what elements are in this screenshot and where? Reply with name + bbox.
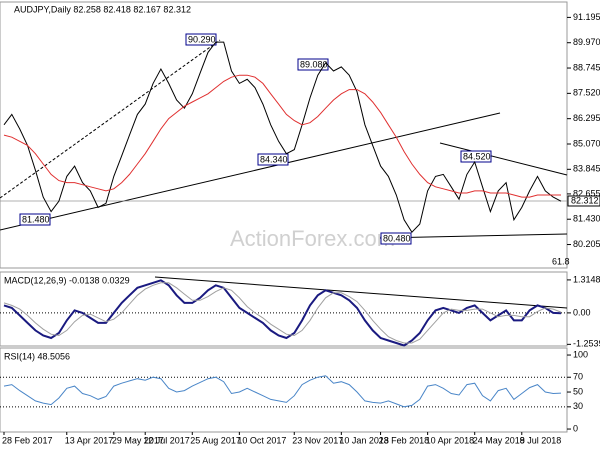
annotation-box [380, 232, 412, 245]
y-tick-label: 81.430 [573, 214, 600, 224]
y-tick-label: 1.3148 [573, 274, 600, 284]
y-tick-label: 30 [573, 401, 583, 411]
y-tick-label: 85.070 [573, 138, 600, 148]
y-tick-label: 89.970 [573, 37, 600, 47]
y-tick-label: 100 [573, 349, 588, 359]
x-tick-label: 12 Jul 2017 [143, 435, 190, 445]
last-price-box [567, 195, 600, 207]
watermark: ActionForex.com [230, 226, 395, 251]
trendline [439, 142, 568, 176]
annotation: 90.290 [188, 34, 216, 44]
rsi-panel [0, 347, 568, 433]
y-tick-label: 80.205 [573, 239, 600, 249]
y-tick-label: 87.520 [573, 88, 600, 98]
x-tick-label: 28 Feb 2017 [2, 435, 53, 445]
y-tick-label: 88.745 [573, 62, 600, 72]
annotation-box [257, 153, 289, 166]
macd-panel [0, 271, 568, 347]
header: AUDJPY,Daily 82.258 82.418 82.167 82.312 [14, 4, 191, 14]
annotation: 81.480 [22, 214, 50, 224]
annotation: 80.480 [383, 233, 411, 243]
x-tick-label: 13 Apr 2017 [65, 435, 114, 445]
series-line [3, 282, 562, 344]
price-panel [0, 1, 568, 269]
y-tick-label: 86.295 [573, 113, 600, 123]
annotation-box [19, 213, 51, 226]
x-tick-label: 29 May 2017 [112, 435, 164, 445]
y-tick-label: 91.195 [573, 12, 600, 22]
annotation: 89.080 [300, 59, 328, 69]
y-tick-label: 82.655 [573, 188, 600, 198]
annotation-box [460, 150, 492, 163]
x-tick-label: 10 Oct 2017 [237, 435, 286, 445]
x-tick-label: 10 Apr 2018 [426, 435, 475, 445]
series-line [3, 41, 562, 234]
series-line [3, 74, 561, 198]
y-tick-label: -1.2539 [573, 339, 600, 349]
x-tick-label: 24 May 2018 [473, 435, 525, 445]
x-tick-label: 23 Nov 2017 [292, 435, 343, 445]
x-tick-label: 10 Jan 2018 [339, 435, 389, 445]
y-tick-label: 70 [573, 372, 583, 382]
annotations: 90.290 89.080 84.340 84.520 81.480 80.48… [19, 33, 570, 266]
series-line [3, 279, 562, 347]
y-tick-label: 0.00 [573, 307, 591, 317]
y-tick-label: 50 [573, 386, 583, 396]
x-tick-label: 25 Aug 2017 [190, 435, 241, 445]
annotation: 84.340 [260, 154, 288, 164]
x-tick-label: 9 Jul 2018 [520, 435, 562, 445]
annotation: 84.520 [463, 151, 491, 161]
x-tick-label: 23 Feb 2018 [379, 435, 430, 445]
trendline [0, 112, 501, 231]
macd-title: MACD(12,26,9) -0.0138 0.0329 [4, 275, 130, 285]
rsi-title: RSI(14) 48.5056 [4, 351, 70, 361]
series-line [3, 375, 562, 408]
annotation-box [185, 33, 217, 46]
trendline [154, 276, 568, 309]
last-price-label: 82.312 [571, 195, 599, 205]
fib-label: 61.8 [552, 256, 570, 266]
y-tick-label: 83.845 [573, 164, 600, 174]
y-tick-label: 0 [573, 423, 578, 433]
annotation-box [297, 58, 329, 71]
trendline [0, 39, 221, 199]
